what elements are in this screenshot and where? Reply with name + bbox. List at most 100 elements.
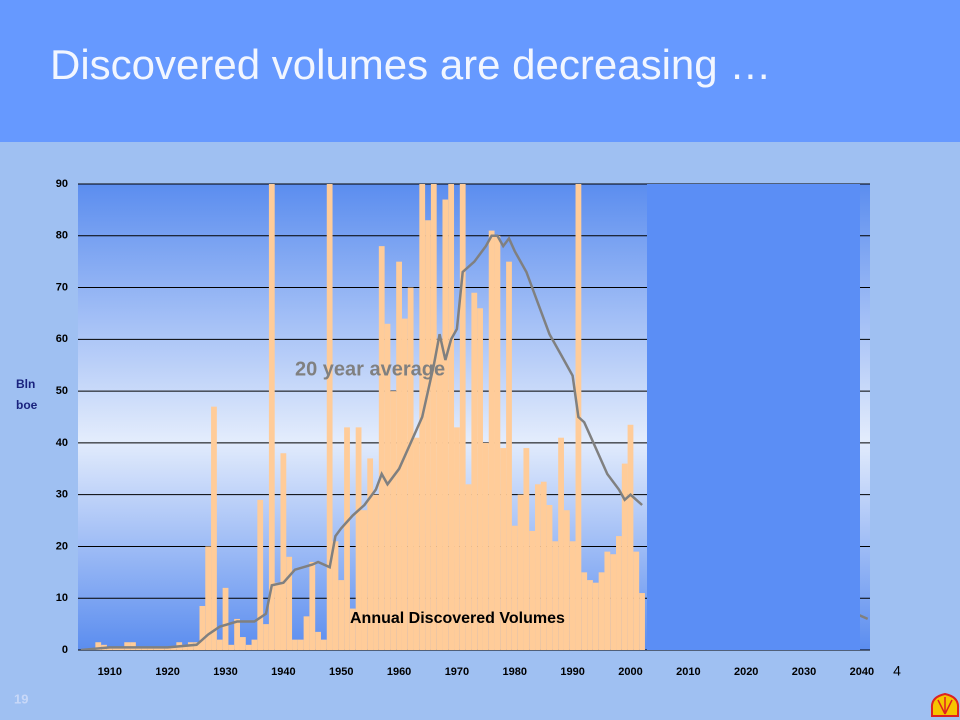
bar — [164, 647, 171, 650]
bar — [465, 484, 472, 650]
bar — [332, 541, 339, 650]
bar — [182, 644, 188, 650]
bar — [546, 505, 553, 650]
bar — [320, 639, 327, 650]
bar — [234, 618, 240, 650]
x-tick-label: 1980 — [503, 666, 527, 678]
bar — [268, 184, 275, 650]
bar — [436, 339, 443, 650]
bar — [639, 593, 645, 650]
x-tick-label: 1920 — [155, 666, 179, 678]
bar — [338, 580, 345, 650]
bar — [222, 587, 229, 650]
x-tick-label: 1970 — [445, 666, 469, 678]
y-tick-label: 80 — [56, 230, 68, 242]
bar — [135, 647, 142, 650]
x-tick-label: 1950 — [329, 666, 353, 678]
bar — [535, 484, 541, 650]
bar — [315, 631, 321, 650]
bar — [211, 406, 217, 650]
bar — [367, 458, 374, 650]
bar — [118, 647, 125, 650]
bar — [523, 448, 530, 650]
bar — [280, 453, 287, 650]
shell-logo — [930, 692, 960, 717]
x-tick-label: 2020 — [734, 666, 758, 678]
bar — [257, 499, 264, 650]
bar — [130, 642, 136, 650]
bar — [459, 184, 466, 650]
bar — [147, 647, 154, 650]
y-tick-label: 70 — [56, 281, 68, 293]
x-tick-label: 1940 — [271, 666, 295, 678]
y-tick-label: 90 — [56, 178, 68, 190]
bar — [488, 230, 495, 650]
y-tick-label: 60 — [56, 333, 68, 345]
bar — [506, 261, 512, 650]
projection-mask — [647, 184, 860, 650]
bar — [448, 184, 455, 650]
bar — [124, 642, 131, 650]
bar — [384, 323, 391, 650]
bar — [286, 556, 293, 650]
bar — [274, 582, 281, 650]
bar — [309, 561, 316, 650]
bar — [407, 287, 414, 650]
bar — [442, 199, 449, 650]
bar — [477, 308, 483, 650]
bar — [529, 530, 536, 650]
bar — [141, 647, 148, 650]
header-band — [0, 0, 960, 142]
bar — [633, 551, 640, 650]
bar — [430, 184, 437, 650]
bar — [540, 481, 547, 650]
bar — [598, 572, 605, 650]
x-tick-label: 1960 — [387, 666, 411, 678]
bar — [297, 639, 304, 650]
y-axis-label: boe — [16, 398, 38, 412]
x-tick-label: 2040 — [850, 666, 874, 678]
bar — [344, 427, 350, 650]
bar — [482, 442, 489, 650]
y-tick-label: 10 — [56, 592, 68, 604]
bar — [621, 463, 628, 650]
y-tick-label: 40 — [56, 437, 68, 449]
bar — [413, 437, 420, 650]
bar — [569, 541, 576, 650]
bar — [552, 541, 559, 650]
bar — [517, 494, 524, 650]
plot-marks — [80, 184, 869, 650]
y-tick-label: 0 — [62, 644, 68, 656]
bar — [511, 525, 518, 650]
annotation: 20 year average — [295, 358, 445, 380]
annotation: Annual Discovered Volumes — [350, 610, 565, 627]
x-tick-label: 1910 — [98, 666, 122, 678]
bar — [199, 605, 206, 650]
x-tick-label: 2030 — [792, 666, 816, 678]
bar — [396, 261, 402, 650]
bar — [239, 637, 246, 650]
bar — [361, 510, 368, 650]
bar — [378, 246, 385, 650]
bar — [112, 647, 119, 650]
bar — [627, 424, 634, 650]
bar — [558, 437, 564, 650]
y-axis-label: Bln — [16, 377, 35, 391]
y-tick-label: 30 — [56, 489, 68, 501]
bar — [373, 494, 379, 650]
bar — [581, 572, 588, 650]
bar — [494, 235, 501, 650]
bar — [587, 580, 593, 650]
bar — [610, 554, 617, 650]
bar — [355, 427, 362, 650]
bar — [401, 318, 408, 650]
bar — [425, 220, 431, 650]
bar — [245, 644, 252, 650]
x-tick-label: 1930 — [213, 666, 237, 678]
bar — [158, 647, 165, 650]
bar — [216, 639, 223, 650]
bar — [170, 647, 177, 650]
bar — [205, 546, 212, 650]
bar — [263, 624, 269, 650]
